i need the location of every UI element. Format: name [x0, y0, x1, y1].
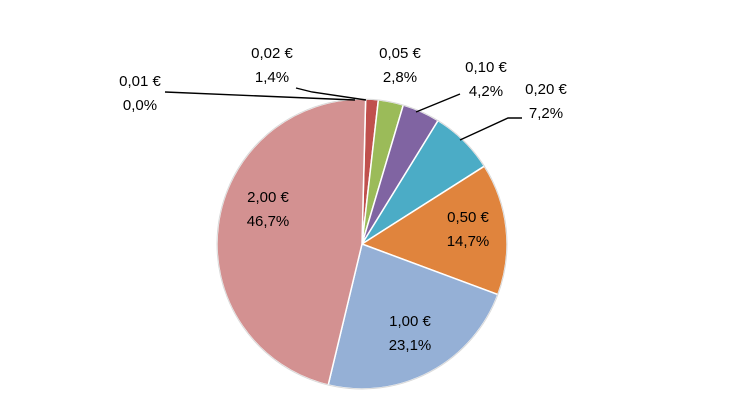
leader-lines [164, 87, 522, 141]
data-labels: 0,01 € 0,0% 0,02 € 1,4% 0,05 € 2,8% 0,10 € 4,2%… [119, 45, 567, 354]
pie-slices [216, 98, 508, 390]
slice-percent-label: 46,7% [247, 213, 290, 230]
slice-percent-label: 7,2% [529, 105, 563, 122]
slice-percent-label: 0,0% [123, 97, 157, 114]
slice-category-label: 0,05 € [379, 45, 421, 62]
slice-category-label: 0,10 € [465, 59, 507, 76]
slice-category-label: 2,00 € [247, 189, 289, 206]
slice-category-label: 1,00 € [389, 313, 431, 330]
slice-category-label: 0,20 € [525, 81, 567, 98]
slice-percent-label: 1,4% [255, 69, 289, 86]
leader-line [164, 91, 356, 101]
slice-category-label: 0,02 € [251, 45, 293, 62]
slice-percent-label: 4,2% [469, 83, 503, 100]
leader-line [415, 93, 461, 113]
leader-line [295, 87, 367, 101]
leader-line [459, 117, 522, 141]
slice-category-label: 0,50 € [447, 209, 489, 226]
slice-category-label: 0,01 € [119, 73, 161, 90]
slice-percent-label: 2,8% [383, 69, 417, 86]
slice-percent-label: 14,7% [447, 233, 490, 250]
slice-percent-label: 23,1% [389, 337, 432, 354]
